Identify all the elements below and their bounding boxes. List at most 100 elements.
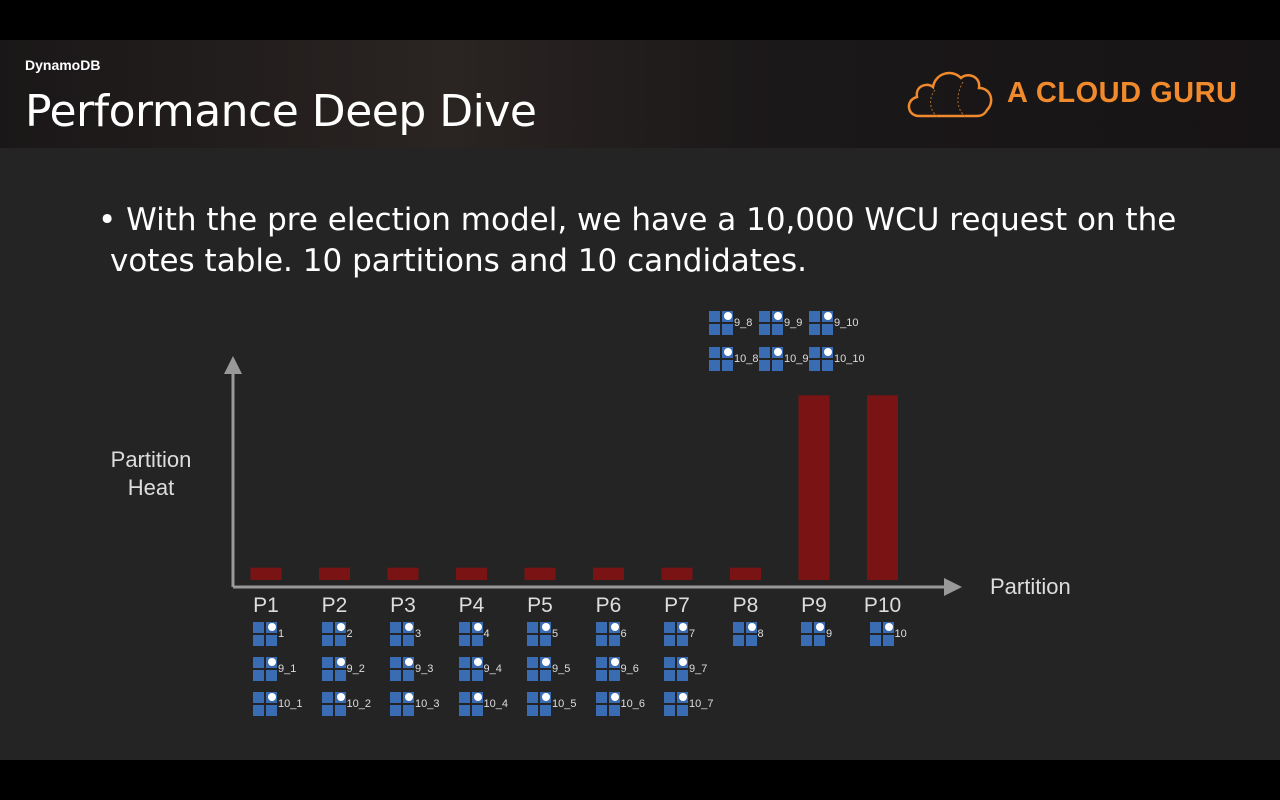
write-token: 10_2 — [321, 692, 371, 716]
token-label: 9 — [826, 628, 833, 640]
letterbox-top — [0, 0, 1280, 40]
write-token: 8 — [732, 622, 764, 646]
item-token-icon — [253, 622, 277, 646]
item-token-icon — [709, 347, 733, 371]
write-token: 9_6 — [595, 657, 639, 681]
write-token: 9_4 — [458, 657, 502, 681]
write-token: 2 — [321, 622, 353, 646]
overflow-write-token: 10_10 — [809, 347, 865, 371]
bar-p5 — [524, 567, 556, 580]
token-label: 5 — [552, 628, 559, 640]
write-token: 10_3 — [390, 692, 439, 716]
x-axis-arrow-icon — [944, 578, 962, 596]
token-label: 2 — [346, 628, 353, 640]
write-token: 9_1 — [253, 657, 296, 681]
item-token-icon — [732, 622, 757, 646]
token-label: 9_4 — [483, 663, 502, 675]
item-token-icon — [458, 692, 483, 716]
tick-label-p2: P2 — [321, 594, 348, 617]
token-label: 10_2 — [346, 698, 371, 710]
tick-label-p5: P5 — [527, 594, 553, 617]
write-token: 10_7 — [664, 692, 713, 716]
write-token: 10_1 — [253, 692, 302, 716]
item-token-icon — [801, 622, 825, 646]
bar-p8 — [730, 567, 761, 580]
item-token-icon — [321, 657, 346, 681]
tick-label-p4: P4 — [458, 594, 485, 617]
token-label: 9_2 — [346, 663, 365, 675]
item-token-icon — [527, 692, 551, 716]
bar-p7 — [661, 567, 693, 580]
write-token: 10_6 — [595, 692, 645, 716]
slide-header: DynamoDB Performance Deep Dive A CLOUD G… — [0, 40, 1280, 148]
token-label: 10_8 — [734, 353, 759, 365]
y-axis-label: Partition Heat — [110, 447, 192, 500]
bar-p10 — [867, 395, 898, 580]
item-token-icon — [321, 622, 346, 646]
token-label: 10_5 — [552, 698, 577, 710]
item-token-icon — [595, 692, 620, 716]
item-token-icon — [664, 622, 688, 646]
token-label: 10_1 — [278, 698, 303, 710]
item-token-icon — [809, 347, 833, 371]
token-label: 9_3 — [415, 663, 434, 675]
bar-p4 — [456, 567, 487, 580]
axes — [224, 356, 962, 596]
bar-p9 — [798, 395, 830, 580]
tick-label-p3: P3 — [390, 594, 416, 617]
token-label: 10_10 — [834, 353, 865, 365]
token-label: 9_10 — [834, 317, 859, 329]
item-token-icon — [809, 311, 833, 335]
overflow-write-token: 9_8 — [709, 311, 752, 335]
write-token: 4 — [458, 622, 490, 646]
token-label: 7 — [689, 628, 696, 640]
section-label: DynamoDB — [25, 57, 101, 73]
item-token-icon — [253, 692, 277, 716]
token-label: 10_3 — [415, 698, 440, 710]
token-label: 9_6 — [620, 663, 639, 675]
write-token: 9 — [801, 622, 832, 646]
bar-p6 — [593, 567, 624, 580]
write-token: 10_5 — [527, 692, 576, 716]
token-label: 10_6 — [620, 698, 645, 710]
letterbox-bottom — [0, 760, 1280, 800]
overflow-write-token: 10_9 — [759, 347, 808, 371]
y-axis-arrow-icon — [224, 356, 242, 374]
x-axis-label: Partition — [990, 574, 1071, 599]
token-label: 10 — [894, 628, 907, 640]
token-label: 4 — [483, 628, 490, 640]
write-token: 1 — [253, 622, 284, 646]
token-label: 9_5 — [552, 663, 571, 675]
tick-label-p1: P1 — [253, 594, 279, 617]
logo-text: A CLOUD GURU — [1007, 76, 1238, 109]
item-token-icon — [709, 311, 733, 335]
token-label: 10_4 — [483, 698, 508, 710]
token-label: 6 — [620, 628, 627, 640]
token-label: 8 — [757, 628, 764, 640]
token-label: 10_7 — [689, 698, 714, 710]
item-token-icon — [458, 622, 483, 646]
token-label: 9_8 — [734, 317, 753, 329]
write-token: 10_4 — [458, 692, 508, 716]
item-token-icon — [759, 347, 783, 371]
bullet-text: • With the pre election model, we have a… — [98, 202, 1177, 279]
item-token-icon — [390, 657, 414, 681]
logo: A CLOUD GURU — [905, 66, 1237, 120]
token-label: 1 — [278, 628, 285, 640]
tick-label-p9: P9 — [801, 594, 827, 617]
item-token-icon — [664, 657, 688, 681]
bar-p3 — [387, 567, 419, 580]
cloud-logo-icon — [907, 71, 993, 118]
item-token-icon — [869, 622, 894, 646]
item-token-icon — [527, 622, 551, 646]
token-label: 9_1 — [278, 663, 297, 675]
item-token-icon — [527, 657, 551, 681]
item-token-icon — [321, 692, 346, 716]
write-token: 6 — [595, 622, 627, 646]
overflow-write-token: 9_9 — [759, 311, 802, 335]
write-token: 10 — [869, 622, 907, 646]
item-token-icon — [253, 657, 277, 681]
item-token-icon — [390, 692, 414, 716]
write-token: 5 — [527, 622, 558, 646]
write-token: 9_5 — [527, 657, 570, 681]
